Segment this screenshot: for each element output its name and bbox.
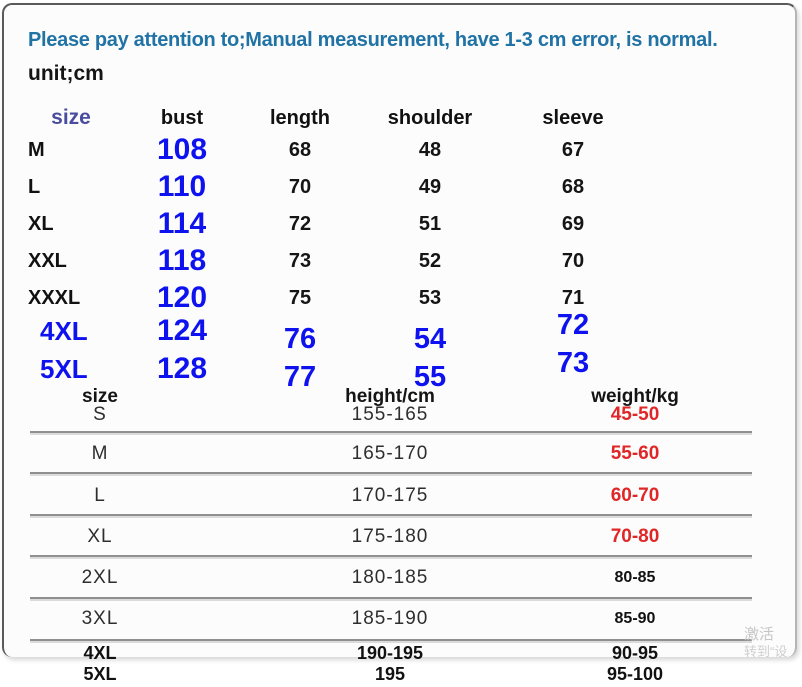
size-label: 2XL xyxy=(81,567,119,588)
size-label: 3XL xyxy=(81,608,119,629)
header-height: height/cm xyxy=(345,386,435,407)
fit-table-row: 2XL 180-185 80-85 xyxy=(0,565,802,591)
size-table-row: XXXL 120 75 53 71 xyxy=(0,280,802,316)
length-value: 73 xyxy=(288,250,312,272)
weight-value: 95-100 xyxy=(606,664,664,684)
row-divider xyxy=(30,514,752,516)
size-table-row: 5XL 128 77 55 73 xyxy=(0,347,802,393)
bust-value: 118 xyxy=(157,244,207,277)
fit-table-row: 3XL 185-190 85-90 xyxy=(0,606,802,632)
weight-value: 85-90 xyxy=(614,610,656,627)
size-label: 5XL xyxy=(83,664,117,684)
length-value: 75 xyxy=(288,287,312,309)
sleeve-value: 69 xyxy=(561,213,585,235)
sleeve-value: 73 xyxy=(556,347,590,379)
row-divider xyxy=(30,597,752,599)
watermark-line1: 激活 xyxy=(744,626,775,643)
shoulder-value: 51 xyxy=(418,213,442,235)
header-size: size xyxy=(82,386,118,407)
row-divider xyxy=(30,431,752,433)
fit-table-row: M 165-170 55-60 xyxy=(0,441,802,467)
header-shoulder: shoulder xyxy=(387,107,473,129)
fit-table-row: 4XL 190-195 90-95 xyxy=(0,640,802,666)
weight-value: 70-80 xyxy=(610,526,660,547)
sleeve-value: 71 xyxy=(561,287,585,309)
bust-value: 114 xyxy=(157,207,207,240)
height-value: 195 xyxy=(374,664,406,684)
length-value: 77 xyxy=(283,361,317,393)
fit-table-row: L 170-175 60-70 xyxy=(0,483,802,509)
fit-table-row: S 155-165 45-50 xyxy=(0,402,802,428)
size-table-row: XXL 118 73 52 70 xyxy=(0,243,802,279)
size-label: M xyxy=(28,139,45,161)
shoulder-value: 49 xyxy=(418,176,442,198)
weight-value: 80-85 xyxy=(614,569,656,586)
fit-table-row: 5XL 195 95-100 xyxy=(0,661,802,687)
size-table-row: M 108 68 48 67 xyxy=(0,132,802,168)
shoulder-value: 55 xyxy=(413,361,447,393)
length-value: 68 xyxy=(288,139,312,161)
shoulder-value: 54 xyxy=(413,323,447,355)
weight-value: 45-50 xyxy=(610,404,660,425)
sleeve-value: 67 xyxy=(561,139,585,161)
header-bust: bust xyxy=(160,107,204,129)
bust-value: 124 xyxy=(156,314,208,347)
height-value: 190-195 xyxy=(356,643,424,663)
fit-table-header: size height/cm weight/kg xyxy=(0,384,802,410)
size-label: L xyxy=(28,176,41,198)
size-label: XL xyxy=(28,213,54,235)
size-table-row: XL 114 72 51 69 xyxy=(0,206,802,242)
image-frame-border xyxy=(2,3,797,657)
row-divider xyxy=(30,639,752,641)
unit-label: unit;cm xyxy=(28,62,104,85)
header-size: size xyxy=(51,106,91,129)
size-table-row: 4XL 124 76 54 72 xyxy=(0,309,802,355)
size-label: XXXL xyxy=(28,287,81,309)
shoulder-value: 52 xyxy=(418,250,442,272)
bust-value: 128 xyxy=(156,352,208,385)
row-divider xyxy=(30,555,752,557)
height-value: 165-170 xyxy=(351,443,429,464)
length-value: 72 xyxy=(288,213,312,235)
bust-value: 120 xyxy=(156,281,208,314)
size-label: M xyxy=(91,443,109,464)
height-value: 155-165 xyxy=(351,404,429,425)
sleeve-value: 72 xyxy=(556,309,590,341)
weight-value: 55-60 xyxy=(610,443,660,464)
row-divider xyxy=(30,472,752,474)
length-value: 70 xyxy=(288,176,312,198)
watermark-line2: 转到“设 xyxy=(744,644,788,659)
header-sleeve: sleeve xyxy=(542,107,604,129)
size-label: 4XL xyxy=(83,643,117,663)
bust-value: 108 xyxy=(156,133,208,166)
height-value: 180-185 xyxy=(351,567,429,588)
size-table-header: size bust length shoulder sleeve xyxy=(0,100,802,136)
length-value: 76 xyxy=(283,323,317,355)
size-label: XXL xyxy=(28,250,67,272)
sleeve-value: 70 xyxy=(561,250,585,272)
size-label: L xyxy=(94,485,106,506)
size-label: 5XL xyxy=(40,354,88,384)
size-table-row: L 110 70 49 68 xyxy=(0,169,802,205)
height-value: 170-175 xyxy=(351,485,429,506)
size-label: 4XL xyxy=(40,316,88,346)
size-label: XL xyxy=(87,526,113,547)
weight-value: 90-95 xyxy=(611,643,659,663)
height-value: 185-190 xyxy=(351,608,429,629)
bust-value: 110 xyxy=(157,170,207,203)
shoulder-value: 48 xyxy=(418,139,442,161)
sleeve-value: 68 xyxy=(561,176,585,198)
size-label: S xyxy=(93,404,107,425)
height-value: 175-180 xyxy=(351,526,429,547)
activation-watermark: 激活 转到“设 xyxy=(744,626,802,660)
weight-value: 60-70 xyxy=(610,485,660,506)
header-length: length xyxy=(270,107,330,129)
shoulder-value: 53 xyxy=(418,287,442,309)
fit-table-row: XL 175-180 70-80 xyxy=(0,524,802,550)
header-weight: weight/kg xyxy=(591,386,679,407)
notice-text: Please pay attention to;Manual measureme… xyxy=(28,29,718,51)
